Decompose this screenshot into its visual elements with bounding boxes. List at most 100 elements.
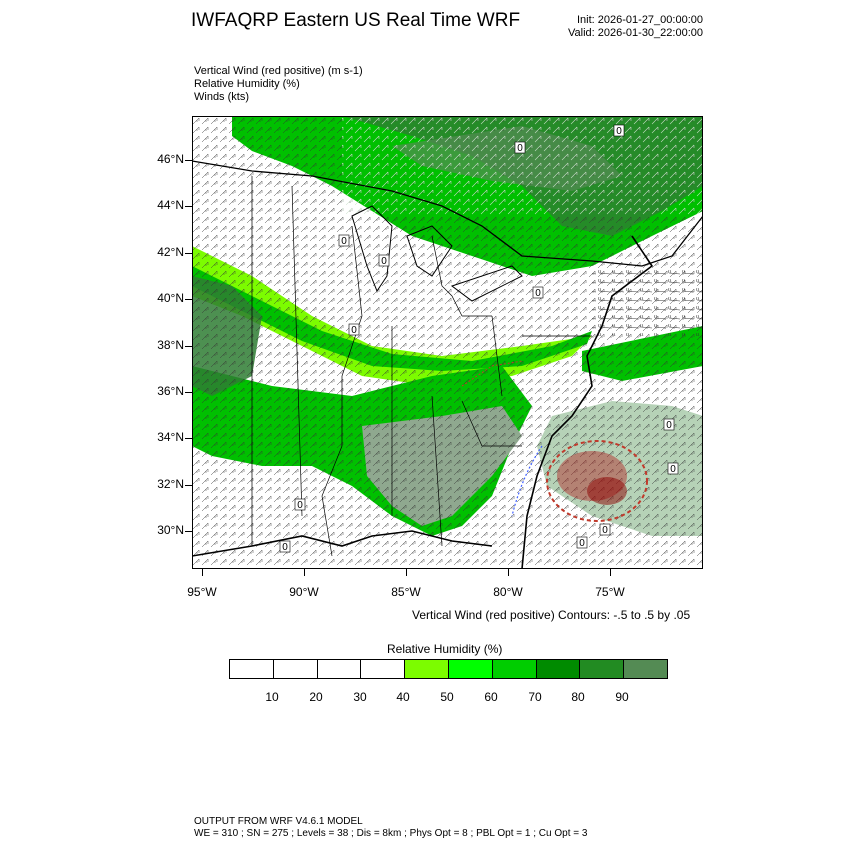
contour-label: 0 — [599, 523, 611, 536]
contour-label: 0 — [279, 540, 291, 553]
contour-label: 0 — [348, 323, 360, 336]
wind-barbs-north — [342, 116, 703, 216]
svg-text:0: 0 — [351, 325, 357, 336]
colorbar-cell — [624, 660, 667, 678]
lon-tick — [202, 569, 203, 576]
footer-config: WE = 310 ; SN = 275 ; Levels = 38 ; Dis … — [194, 828, 588, 839]
updraft-contour-coast — [461, 360, 523, 387]
contour-label: 0 — [663, 418, 675, 431]
contour-note: Vertical Wind (red positive) Contours: -… — [412, 608, 691, 622]
field-list: Vertical Wind (red positive) (m s-1) Rel… — [194, 65, 363, 104]
lon-label: 90°W — [289, 585, 319, 599]
lake-huron — [406, 225, 453, 277]
svg-text:0: 0 — [616, 126, 622, 137]
lake-erie — [450, 265, 523, 302]
contour-label: 0 — [576, 536, 588, 549]
chart-title: IWFAQRP Eastern US Real Time WRF — [191, 10, 521, 31]
colorbar-label: 20 — [309, 690, 323, 704]
lat-label: 32°N — [157, 477, 184, 491]
lat-label: 30°N — [157, 523, 184, 537]
lon-tick — [508, 569, 509, 576]
svg-text:0: 0 — [670, 464, 676, 475]
lat-label: 34°N — [157, 430, 184, 444]
boundaries — [192, 160, 703, 569]
contour-label: 0 — [294, 498, 306, 511]
lat-tick — [185, 206, 192, 207]
lake-michigan — [351, 205, 393, 293]
svg-text:0: 0 — [297, 500, 303, 511]
lon-label: 85°W — [391, 585, 421, 599]
colorbar-label: 80 — [571, 690, 585, 704]
downdraft-contour — [511, 445, 543, 517]
contour-label-group: 0 0 0 0 0 0 0 0 0 0 0 0 — [279, 124, 679, 553]
footer-model: OUTPUT FROM WRF V4.6.1 MODEL — [194, 816, 363, 827]
svg-text:0: 0 — [579, 538, 585, 549]
updraft-contour — [546, 440, 648, 522]
lon-label: 80°W — [493, 585, 523, 599]
map-canvas: 0 0 0 0 0 0 0 0 0 0 0 0 — [192, 116, 703, 569]
lat-label: 44°N — [157, 198, 184, 212]
lat-tick — [185, 346, 192, 347]
lon-tick — [304, 569, 305, 576]
lat-tick — [185, 299, 192, 300]
lon-tick — [610, 569, 611, 576]
wind-barbs-east — [592, 266, 703, 336]
lat-tick — [185, 531, 192, 532]
colorbar-cell — [492, 660, 537, 678]
svg-text:0: 0 — [381, 256, 387, 267]
lat-label: 36°N — [157, 384, 184, 398]
lat-label: 46°N — [157, 152, 184, 166]
contour-label: 0 — [514, 141, 526, 154]
colorbar-label: 70 — [528, 690, 542, 704]
colorbar-label: 60 — [484, 690, 498, 704]
lat-tick — [185, 438, 192, 439]
lat-label: 40°N — [157, 291, 184, 305]
contour-label: 0 — [613, 124, 625, 137]
contour-label: 0 — [378, 254, 390, 267]
svg-text:0: 0 — [341, 236, 347, 247]
colorbar-cell — [273, 660, 318, 678]
svg-text:0: 0 — [666, 420, 672, 431]
svg-text:0: 0 — [602, 525, 608, 536]
updraft-peak — [587, 477, 627, 505]
colorbar-cell — [361, 660, 406, 678]
vertical-wind-contours — [461, 360, 648, 522]
colorbar-label: 90 — [615, 690, 629, 704]
colorbar-cell — [536, 660, 581, 678]
lon-label: 95°W — [187, 585, 217, 599]
colorbar-cell — [448, 660, 493, 678]
lon-label: 75°W — [595, 585, 625, 599]
gulf-coastline — [192, 530, 493, 557]
field-relative-humidity: Relative Humidity (%) — [194, 78, 300, 90]
colorbar-cell — [230, 660, 274, 678]
contour-label: 0 — [667, 462, 679, 475]
svg-text:0: 0 — [535, 288, 541, 299]
colorbar-label: 10 — [265, 690, 279, 704]
init-time: Init: 2026-01-27_00:00:00 — [577, 14, 703, 26]
colorbar-cell — [405, 660, 449, 678]
atlantic-coastline — [521, 235, 654, 569]
colorbar-cell — [317, 660, 362, 678]
colorbar-label: 50 — [440, 690, 454, 704]
colorbar-label: 30 — [353, 690, 367, 704]
rh-colorbar — [229, 659, 668, 679]
state-lines — [251, 176, 592, 557]
colorbar-title: Relative Humidity (%) — [387, 642, 503, 656]
colorbar-cell — [580, 660, 625, 678]
model-footer: OUTPUT FROM WRF V4.6.1 MODEL WE = 310 ; … — [194, 816, 587, 840]
lat-label: 38°N — [157, 338, 184, 352]
svg-text:0: 0 — [517, 143, 523, 154]
svg-text:0: 0 — [282, 542, 288, 553]
field-vertical-wind: Vertical Wind (red positive) (m s-1) — [194, 65, 363, 77]
colorbar-label: 40 — [396, 690, 410, 704]
run-times: Init: 2026-01-27_00:00:00 Valid: 2026-01… — [560, 14, 703, 40]
contour-label: 0 — [532, 286, 544, 299]
international-border — [192, 160, 703, 267]
lat-tick — [185, 392, 192, 393]
valid-time: Valid: 2026-01-30_22:00:00 — [568, 27, 703, 39]
lon-tick — [406, 569, 407, 576]
weather-map: 0 0 0 0 0 0 0 0 0 0 0 0 — [192, 116, 703, 569]
lat-tick — [185, 485, 192, 486]
field-winds: Winds (kts) — [194, 91, 249, 103]
lat-tick — [185, 160, 192, 161]
